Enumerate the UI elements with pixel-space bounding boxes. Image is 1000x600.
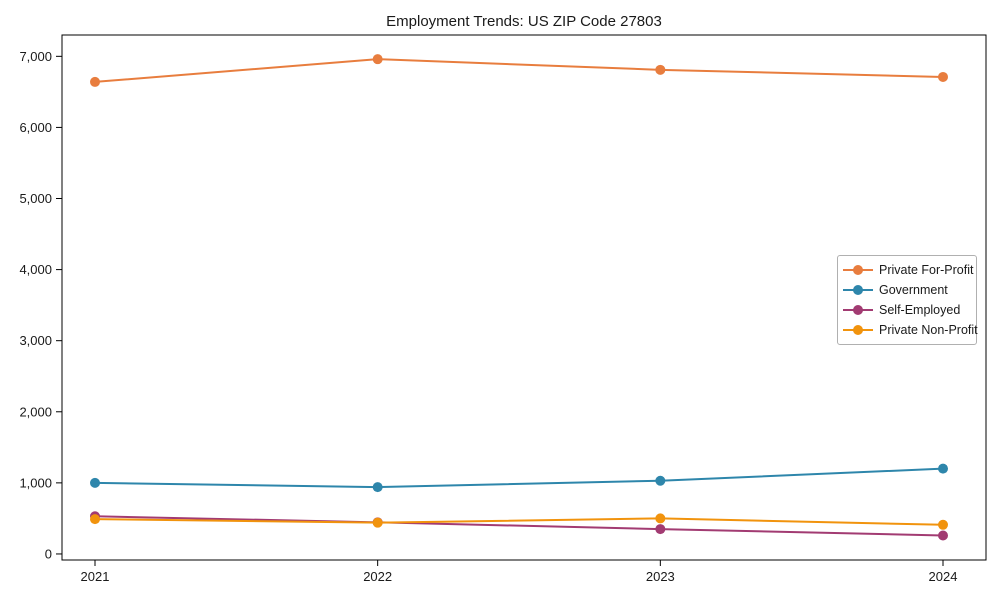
y-tick-label: 4,000 [19,262,52,277]
chart-title: Employment Trends: US ZIP Code 27803 [386,13,662,30]
data-point-private-non-profit-2022 [372,517,383,528]
legend-label-self-employed: Self-Employed [879,303,961,317]
x-tick-label: 2024 [929,569,958,584]
y-tick-label: 1,000 [19,475,52,490]
legend: Private For-Profit Government Self-Employe… [837,255,978,345]
legend-marker-government-icon [843,285,873,295]
series-line-self-employed [94,515,944,537]
legend-label-private-for-profit: Private For-Profit [879,263,974,277]
data-point-government-2024 [938,463,948,474]
series-line-private-non-profit [94,517,944,526]
y-tick-label: 7,000 [19,49,52,64]
data-point-self-employed-2023 [655,524,666,535]
data-point-private-for-profit-2022 [372,54,383,65]
series-line-government [94,467,944,489]
data-point-private-for-profit-2021 [90,76,100,87]
data-point-private-for-profit-2024 [938,71,948,82]
legend-item-private-for-profit: Private For-Profit [843,261,974,280]
y-tick-label: 0 [45,546,52,561]
data-point-private-for-profit-2023 [655,64,666,75]
legend-label-government: Government [879,283,948,297]
legend-item-government: Government [843,281,971,300]
data-point-self-employed-2024 [938,530,948,541]
x-tick-label: 2022 [363,569,392,584]
series-line-private-for-profit [94,58,944,83]
legend-item-private-non-profit: Private Non-Profit [843,321,978,340]
y-tick-label: 6,000 [19,120,52,135]
y-tick-label: 3,000 [19,333,52,348]
data-point-government-2022 [372,482,383,493]
x-tick-label: 2023 [646,569,675,584]
data-point-private-non-profit-2023 [655,513,666,524]
legend-marker-self-employed-icon [843,305,873,315]
x-tick-label: 2021 [81,569,110,584]
legend-item-self-employed: Self-Employed [843,301,971,320]
data-point-government-2021 [90,477,100,488]
axes-frame [61,34,987,561]
data-point-private-non-profit-2021 [90,514,100,525]
data-point-private-non-profit-2024 [938,519,948,530]
data-point-government-2023 [655,475,666,486]
legend-marker-private-non-profit-icon [843,325,873,335]
y-tick-label: 2,000 [19,404,52,419]
y-tick-label: 5,000 [19,191,52,206]
legend-marker-private-for-profit-icon [843,265,873,275]
legend-label-private-non-profit: Private Non-Profit [879,323,978,337]
